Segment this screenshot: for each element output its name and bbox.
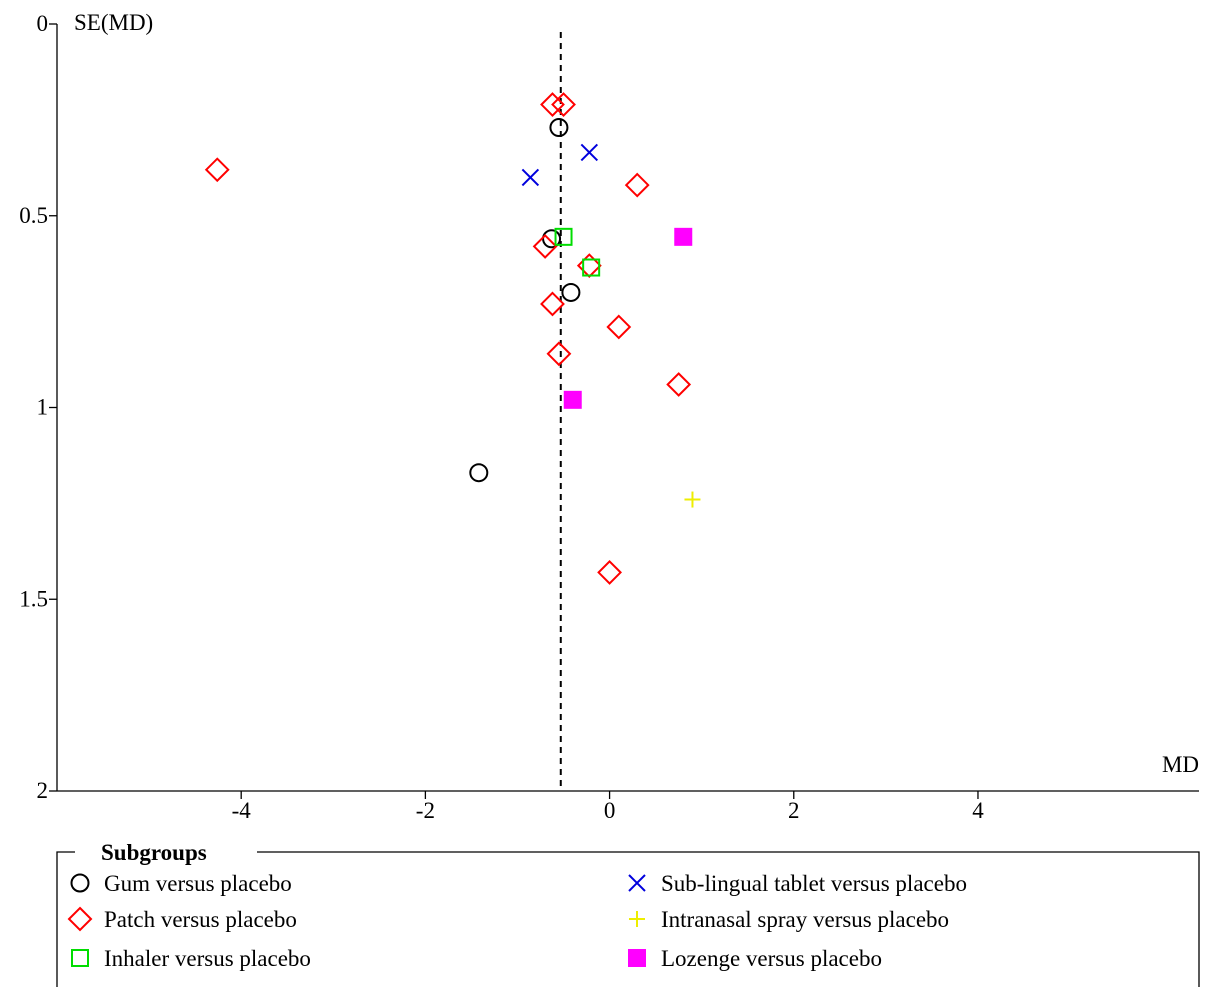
- data-point-diamond-open: [606, 314, 632, 340]
- data-point-diamond-open: [540, 291, 565, 317]
- legend-item: Inhaler versus placebo: [71, 946, 311, 971]
- legend-title: Subgroups: [101, 840, 207, 865]
- legend-marker-square-filled: [628, 949, 646, 967]
- legend-item: Sub-lingual tablet versus placebo: [628, 871, 967, 896]
- legend-marker-plus: [629, 911, 645, 927]
- legend-label: Inhaler versus placebo: [104, 946, 311, 971]
- data-point-x: [580, 143, 599, 162]
- legend-marker-x: [628, 874, 646, 892]
- x-tick-label: -2: [416, 798, 435, 823]
- legend-label: Intranasal spray versus placebo: [661, 907, 949, 932]
- data-point-diamond-open: [204, 157, 230, 183]
- x-tick-label: -4: [232, 798, 252, 823]
- legend-item: Intranasal spray versus placebo: [629, 907, 949, 932]
- legend-marker-circle-open: [70, 873, 90, 893]
- legend: Subgroups Gum versus placebo Patch versus…: [56, 840, 1200, 987]
- legend-frame: [56, 851, 1200, 987]
- data-point-square-filled: [674, 227, 693, 246]
- y-tick-label: 0.5: [19, 203, 48, 228]
- legend-items: Gum versus placebo Patch versus placebo In…: [67, 871, 967, 971]
- data-point-x: [521, 168, 540, 187]
- x-tick-label: 2: [788, 798, 800, 823]
- y-axis-ticks: 0 0.5 1 1.5 2: [19, 11, 57, 803]
- data-point-diamond-open: [624, 172, 650, 198]
- legend-label: Gum versus placebo: [104, 871, 292, 896]
- data-point-circle-open: [549, 118, 569, 138]
- legend-label: Patch versus placebo: [104, 907, 297, 932]
- data-point-diamond-open: [576, 253, 602, 279]
- data-point-square-open: [582, 258, 601, 277]
- data-points: [204, 92, 701, 585]
- legend-item: Lozenge versus placebo: [628, 946, 882, 971]
- legend-label: Lozenge versus placebo: [661, 946, 882, 971]
- y-tick-label: 2: [37, 778, 49, 803]
- legend-item: Patch versus placebo: [67, 906, 297, 932]
- x-axis-ticks: -4 -2 0 2 4: [232, 791, 984, 823]
- data-point-diamond-open: [666, 372, 692, 397]
- data-point-diamond-open: [551, 92, 576, 117]
- x-axis-title: MD: [1162, 752, 1199, 777]
- legend-marker-diamond-open: [67, 906, 93, 932]
- data-point-diamond-open: [540, 92, 565, 117]
- y-tick-label: 0: [37, 11, 49, 36]
- y-tick-label: 1: [37, 395, 49, 420]
- legend-marker-square-open: [71, 949, 89, 967]
- data-point-square-open: [554, 227, 573, 246]
- data-point-plus: [684, 491, 701, 508]
- x-tick-label: 4: [972, 798, 984, 823]
- y-axis-title: SE(MD): [74, 10, 153, 35]
- data-point-diamond-open: [546, 341, 572, 367]
- data-point-square-filled: [563, 390, 582, 409]
- legend-item: Gum versus placebo: [70, 871, 292, 896]
- data-point-diamond-open: [597, 559, 622, 585]
- y-tick-label: 1.5: [19, 586, 48, 611]
- data-point-circle-open: [469, 463, 489, 483]
- data-point-circle-open: [561, 282, 581, 302]
- data-point-diamond-open: [532, 234, 558, 259]
- legend-label: Sub-lingual tablet versus placebo: [661, 871, 967, 896]
- x-tick-label: 0: [604, 798, 616, 823]
